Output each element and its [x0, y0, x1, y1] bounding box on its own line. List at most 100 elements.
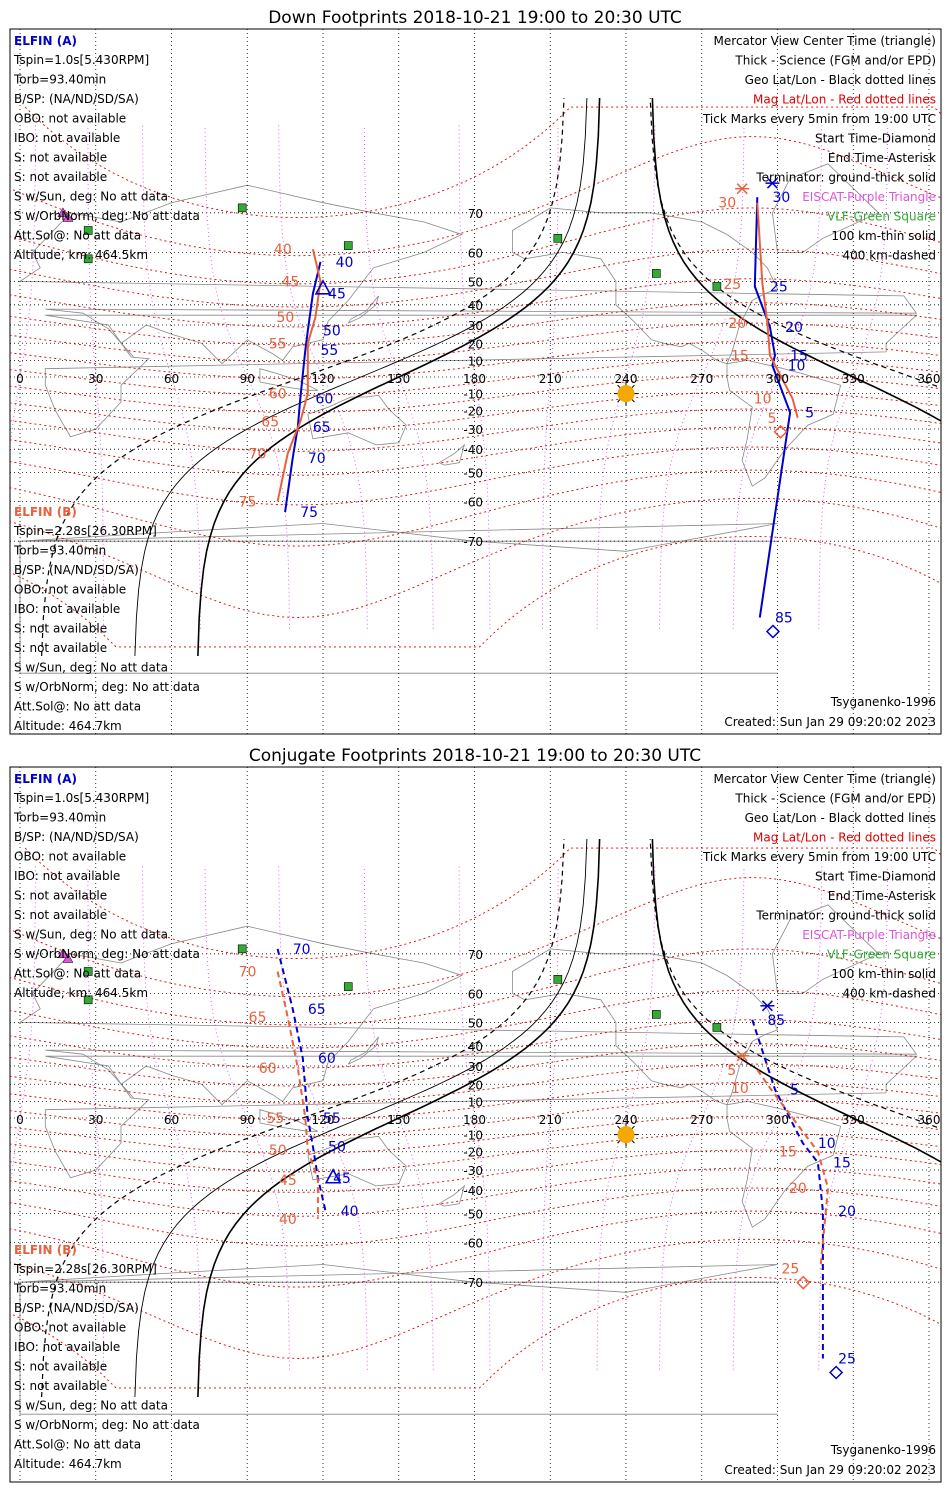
elfin-b-info-line: IBO: not available: [14, 1340, 120, 1354]
mag-parallel: [10, 1167, 941, 1217]
elfin-b-info-line: S: not available: [14, 1379, 107, 1393]
elfin-b-info-line: Altitude: 464.7km: [14, 719, 122, 733]
mag-meridian: [10, 866, 36, 1196]
mag-parallel: [10, 446, 941, 506]
end-time-asterisk: [735, 183, 750, 195]
elfin-b-info-line: Tspin=2.28s[26.30RPM]: [13, 524, 157, 538]
elfin-a-info-line: S: not available: [14, 889, 107, 903]
lon-tick-label: 30: [88, 1113, 103, 1127]
elfin-b-info-line: S w/Sun, deg: No att data: [14, 661, 168, 675]
legend-item: Geo Lat/Lon - Black dotted lines: [745, 811, 936, 825]
elfin-a-info-line: Att.Sol@: No att data: [14, 229, 141, 243]
sun-icon: [614, 381, 638, 406]
legend-item: End Time-Asterisk: [828, 151, 936, 165]
elfin-a-track-west: [284, 261, 322, 513]
elfin-b-info-line: OBO: not available: [14, 1321, 126, 1335]
lat-tick-label: 50: [468, 275, 483, 289]
elfin-a-tick-label: 10: [818, 1136, 836, 1152]
elfin-a-info-line: S w/OrbNorm, deg: No att data: [14, 947, 200, 961]
map-area: 4045505560657075302520151058540455055606…: [10, 29, 941, 734]
elfin-a-info-line: OBO: not available: [14, 850, 126, 864]
lat-tick-label: -20: [463, 405, 483, 419]
mag-parallel: [10, 1187, 941, 1247]
lon-tick-label: 120: [312, 1113, 335, 1127]
elfin-a-info-line: IBO: not available: [14, 131, 120, 145]
legend-item: 400 km-dashed: [842, 249, 936, 263]
elfin-b-tick-label: 65: [249, 1010, 267, 1026]
lat-tick-label: -30: [463, 1164, 483, 1178]
elfin-a-info-line: Torb=93.40min: [13, 811, 106, 825]
lat-tick-label: -40: [463, 443, 483, 457]
mag-parallel: [10, 374, 941, 413]
elfin-a-info-line: Tspin=1.0s[5.430RPM]: [13, 53, 149, 67]
lon-tick-label: 0: [16, 372, 24, 386]
legend-item: EISCAT-Purple Triangle: [802, 928, 936, 942]
mag-parallel: [10, 278, 941, 328]
elfin-a-tick-label: 50: [323, 324, 341, 340]
legend-item: 100 km-thin solid: [831, 229, 936, 243]
elfin-a-tick-label: 40: [336, 255, 354, 271]
elfin-a-tick-label: 55: [320, 343, 338, 359]
lat-tick-label: 30: [468, 319, 483, 333]
mag-parallel: [10, 1019, 941, 1069]
lat-tick-label: -60: [463, 496, 483, 510]
elfin-a-info-line: S: not available: [14, 908, 107, 922]
elfin-b-tick-label: 50: [269, 1143, 287, 1159]
elfin-b-tick-label: 40: [279, 1212, 297, 1228]
mag-parallel: [10, 1043, 941, 1087]
elfin-b-info-line: Torb=93.40min: [13, 544, 106, 558]
elfin-a-tick-label: 40: [341, 1204, 359, 1220]
mag-meridian: [818, 866, 889, 1370]
elfin-b-info-line: S: not available: [14, 622, 107, 636]
mag-parallel: [10, 322, 941, 363]
lon-tick-label: 270: [690, 372, 713, 386]
elfin-b-tick-label: 15: [779, 1145, 797, 1161]
elfin-a-info-line: Torb=93.40min: [13, 73, 106, 87]
elfin-b-tick-label: 75: [239, 495, 257, 511]
terminator-ground-east: [651, 838, 941, 1163]
coastline: [512, 207, 779, 365]
lon-tick-label: 240: [615, 372, 638, 386]
coastline: [307, 1135, 407, 1187]
elfin-b-tick-label: 45: [279, 1173, 297, 1189]
lon-tick-label: 330: [842, 1113, 865, 1127]
lon-tick-label: 180: [463, 372, 486, 386]
lat-tick-label: -50: [463, 1208, 483, 1222]
terminator-ground-east: [651, 97, 941, 422]
legend-item: 400 km-dashed: [842, 987, 936, 1001]
elfin-a-tick-label: 25: [838, 1351, 856, 1367]
elfin-b-info-line: Att.Sol@: No att data: [14, 700, 141, 714]
elfin-a-name: ELFIN (A): [14, 772, 77, 786]
legend-item: Geo Lat/Lon - Black dotted lines: [745, 73, 936, 87]
elfin-a-tick-label: 60: [315, 392, 333, 408]
elfin-b-info: ELFIN (B) Tspin=2.28s[26.30RPM] Torb=93.40…: [13, 505, 200, 733]
elfin-b-tick-label: 45: [281, 274, 299, 290]
elfin-a-tick-label: 25: [770, 279, 788, 295]
elfin-b-tick-label: 70: [249, 447, 267, 463]
mag-meridian: [87, 866, 105, 1370]
sun-icon: [614, 1122, 638, 1147]
mag-parallel: [10, 358, 941, 396]
vlf-station-square: [83, 226, 93, 235]
mag-parallel: [10, 1210, 941, 1288]
lon-tick-label: 300: [766, 1113, 789, 1127]
elfin-a-info-line: IBO: not available: [14, 869, 120, 883]
elfin-b-tick-label: 20: [728, 316, 746, 332]
mag-grid: [10, 847, 941, 1389]
lon-tick-label: 180: [463, 1113, 486, 1127]
vlf-station-square: [343, 241, 353, 250]
lon-tick-label: 330: [842, 372, 865, 386]
elfin-a-track-east: [753, 197, 792, 618]
elfin-b-info-line: Torb=93.40min: [13, 1282, 106, 1296]
elfin-a-info-line: B/SP: (NA/ND/SD/SA): [14, 830, 139, 844]
elfin-a-tick-label: 65: [308, 1002, 326, 1018]
vlf-station-square: [237, 203, 247, 213]
legend: Mercator View Center Time (triangle) Thic…: [702, 772, 936, 1001]
elfin-a-tick-label: 45: [328, 287, 346, 303]
vlf-station-square: [83, 995, 93, 1005]
mag-parallel: [10, 1099, 941, 1137]
elfin-a-info-line: B/SP: (NA/ND/SD/SA): [14, 92, 139, 106]
elfin-b-info-line: S w/OrbNorm, deg: No att data: [14, 680, 200, 694]
terminator-100km: [134, 838, 588, 1398]
mag-parallel: [10, 1115, 941, 1154]
